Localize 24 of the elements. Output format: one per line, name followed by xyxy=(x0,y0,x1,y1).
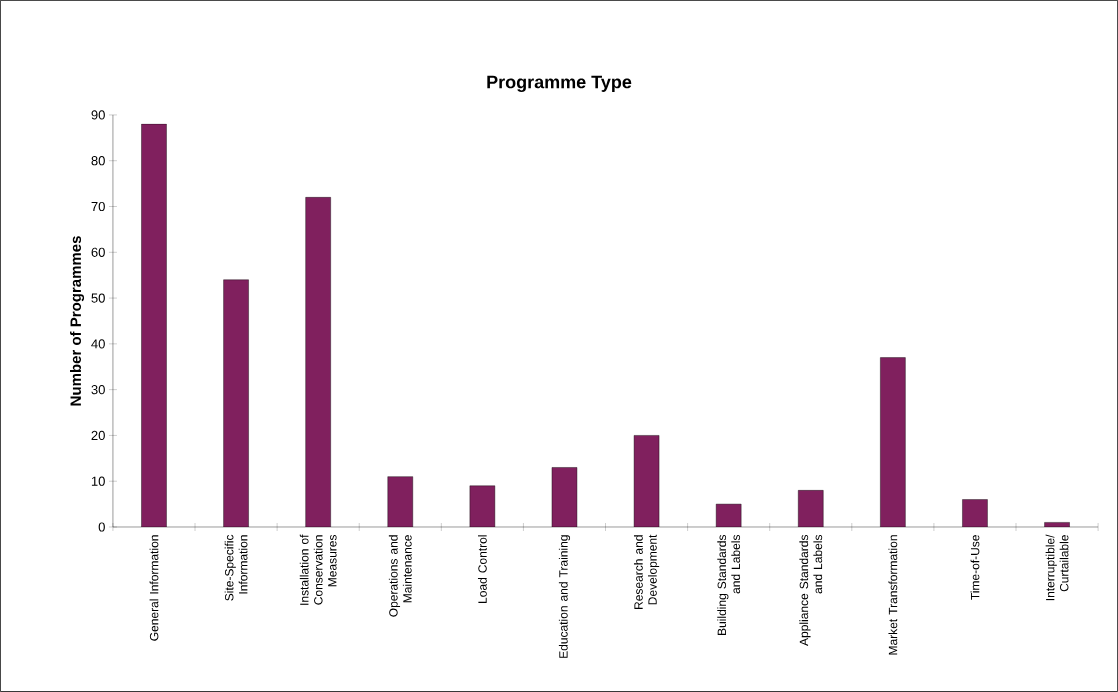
x-tick-label: Education and Training xyxy=(558,535,571,658)
x-tick-label: Research and Development xyxy=(633,534,660,609)
x-tick-label: Time-of-Use xyxy=(970,535,980,600)
y-tick-label: 90 xyxy=(91,110,105,120)
x-tick-label: Market Transformation xyxy=(888,535,898,655)
x-tick-label: Site-Specific Information xyxy=(224,534,248,601)
y-tick-label: 80 xyxy=(91,156,105,166)
y-tick-label: 60 xyxy=(91,247,105,257)
x-tick-label: Appliance Standards and Labels xyxy=(799,535,823,646)
y-tick-label: 0 xyxy=(98,522,105,532)
x-tick-label: General Information xyxy=(149,535,159,641)
y-tick-label: 20 xyxy=(91,430,105,441)
y-axis-title: Number of Programmes xyxy=(70,236,85,406)
x-tick-label: Load Control xyxy=(477,535,487,603)
y-tick-label: 30 xyxy=(91,385,105,395)
chart-title: Programme Type xyxy=(487,75,632,93)
x-tick-label: Operations and Maintenance xyxy=(388,535,412,617)
x-tick-label: Installation of Conservation Measures xyxy=(299,534,337,605)
y-tick-label: 40 xyxy=(91,339,105,349)
y-tick-label: 70 xyxy=(91,201,105,212)
x-tick-label: Building Standards and Labels xyxy=(717,535,741,635)
x-tick-label: Interruptible/ Curtailable xyxy=(1045,534,1069,601)
y-tick-label: 10 xyxy=(91,476,105,486)
y-tick-label: 50 xyxy=(91,293,105,303)
